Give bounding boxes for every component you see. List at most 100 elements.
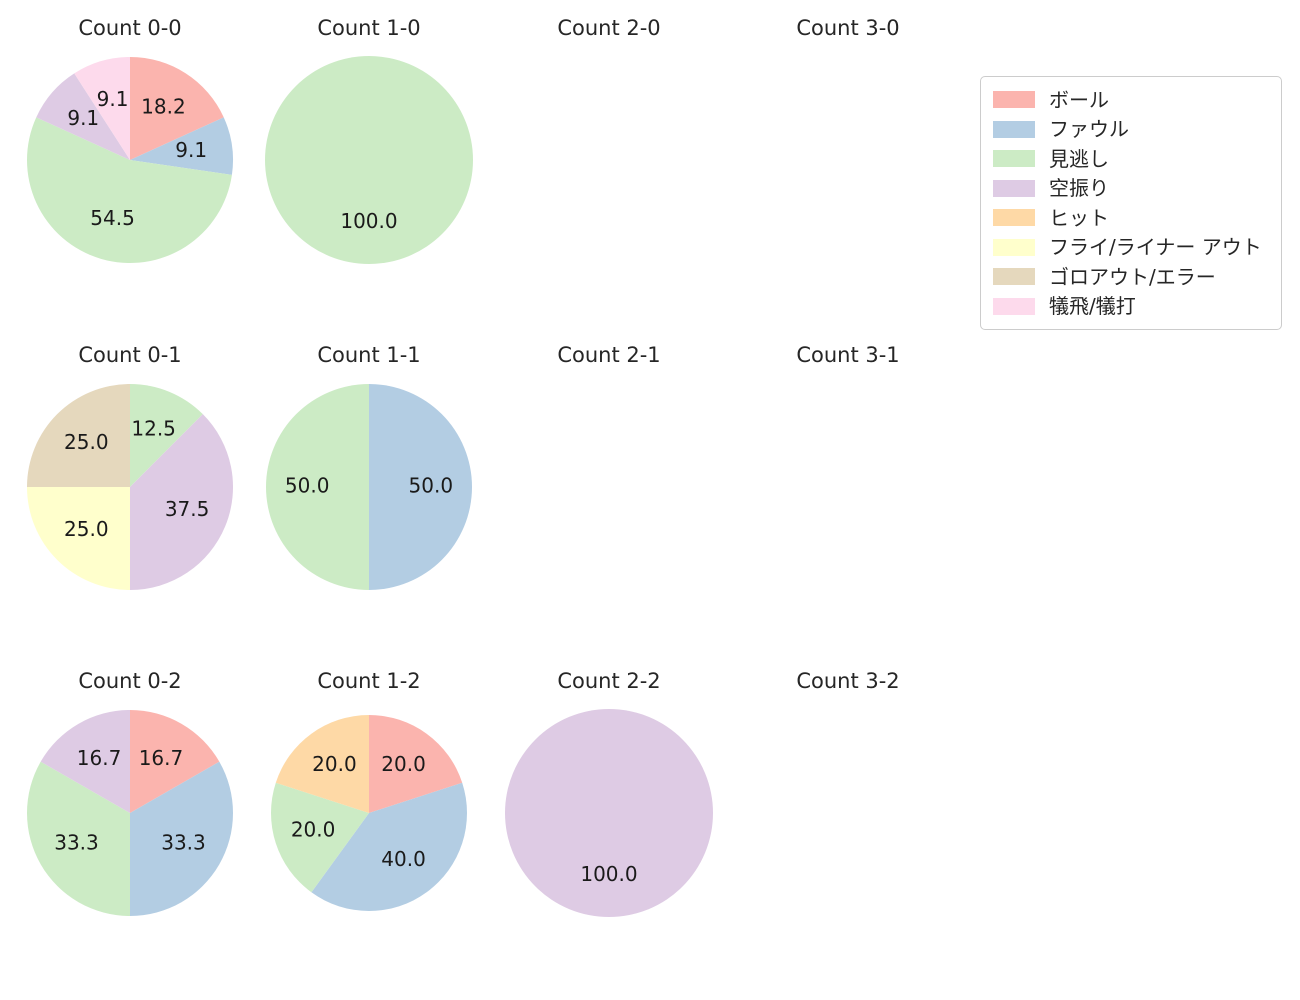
pie-slice-label: 37.5 <box>165 497 210 521</box>
pie-slice-label: 50.0 <box>409 474 454 498</box>
pie-slice-label: 25.0 <box>64 430 109 454</box>
pie-slice <box>311 782 468 912</box>
pie-slice-label: 16.7 <box>77 746 122 770</box>
pie-svg: 20.0 40.0 20.0 20.0 <box>270 715 468 912</box>
pie-slice-label: 50.0 <box>285 474 330 498</box>
pie-chart-title: Count 0-2 <box>78 669 182 693</box>
pie-slice-label: 9.1 <box>175 138 207 162</box>
pie-slice-label: 100.0 <box>580 862 637 886</box>
legend-color-swatch <box>993 120 1035 138</box>
pie-chart-title: Count 2-2 <box>557 669 661 693</box>
pie-slice <box>27 761 130 916</box>
legend-item-label: 空振り <box>1049 176 1109 201</box>
pie-chart-cell: Count 1-0 100.0 <box>249 14 489 340</box>
legend-box: ボール ファウル 見逃し 空振り ヒット フライ/ライナー アウト ゴロアウト/エラー 犠飛/… <box>980 76 1282 330</box>
pie-chart-cell: Count 3-2 <box>728 667 968 993</box>
pie-slice <box>270 782 369 893</box>
pie-chart-title: Count 0-0 <box>78 16 182 40</box>
legend-item: ゴロアウト/エラー <box>993 262 1270 292</box>
pie-chart-cell: Count 3-0 <box>728 14 968 340</box>
pie-slice-label: 20.0 <box>291 818 336 842</box>
pie-chart-cell: Count 3-1 <box>728 341 968 667</box>
pie-chart-cell: Count 1-2 20.0 40.0 20.0 20.0 <box>249 667 489 993</box>
pie-slice-label: 9.1 <box>67 106 99 130</box>
pie-chart-cell: Count 2-2 100.0 <box>489 667 729 993</box>
pie-chart-title: Count 2-1 <box>557 343 661 367</box>
pie-slice <box>27 487 130 590</box>
pie-chart-plot: 100.0 <box>489 693 729 933</box>
legend-color-swatch <box>993 297 1035 315</box>
pie-chart-cell: Count 0-1 12.5 37.5 25.0 25.0 <box>10 341 250 667</box>
pie-chart-plot: 16.7 33.3 33.3 16.7 <box>10 693 250 933</box>
pie-slice-label: 54.5 <box>90 206 135 230</box>
pie-slice <box>130 384 203 487</box>
legend-color-swatch <box>993 91 1035 109</box>
pie-slice <box>369 384 472 590</box>
pie-chart-plot: 18.2 9.1 54.5 9.1 9.1 <box>10 40 250 280</box>
pie-slice <box>266 384 369 590</box>
pie-chart-plot: 50.0 50.0 <box>249 367 489 607</box>
pie-chart-title: Count 1-2 <box>317 669 421 693</box>
pie-slice-label: 9.1 <box>97 87 129 111</box>
legend-item: ヒット <box>993 203 1270 233</box>
pie-chart-title: Count 3-2 <box>796 669 900 693</box>
pie-slice-label: 25.0 <box>64 517 109 541</box>
pie-svg: 50.0 50.0 <box>266 384 472 590</box>
pie-slice <box>130 57 224 160</box>
legend-item-label: ヒット <box>1049 205 1109 230</box>
pie-slice <box>369 715 463 813</box>
pie-slice <box>130 710 220 813</box>
legend-item: 空振り <box>993 174 1270 204</box>
pie-svg: 16.7 33.3 33.3 16.7 <box>27 710 233 916</box>
legend-item: ファウル <box>993 115 1270 145</box>
pie-svg: 18.29.154.59.19.1 <box>26 57 233 264</box>
legend-color-swatch <box>993 179 1035 197</box>
pie-chart-cell: Count 2-0 <box>489 14 729 340</box>
pie-chart-title: Count 1-1 <box>317 343 421 367</box>
legend-item-label: 見逃し <box>1049 146 1109 171</box>
legend-color-swatch <box>993 238 1035 256</box>
pie-slice <box>130 117 233 175</box>
pie-slice <box>130 414 234 590</box>
legend-item-label: フライ/ライナー アウト <box>1049 235 1262 260</box>
pie-slice <box>130 761 233 916</box>
pie-slice <box>27 384 130 487</box>
pie-slice-label: 100.0 <box>340 209 397 233</box>
pie-chart-title: Count 3-0 <box>796 16 900 40</box>
pie-slice <box>505 709 713 917</box>
legend-item: 見逃し <box>993 144 1270 174</box>
pie-svg: 100.0 <box>505 709 713 917</box>
pie-chart-title: Count 2-0 <box>557 16 661 40</box>
pie-slice-label: 18.2 <box>141 95 186 119</box>
pie-slice <box>26 117 232 264</box>
pie-slice-label: 12.5 <box>131 416 176 440</box>
pie-slice <box>74 57 130 160</box>
pie-chart-cell: Count 2-1 <box>489 341 729 667</box>
pie-chart-title: Count 0-1 <box>78 343 182 367</box>
pie-slice-label: 33.3 <box>161 830 206 854</box>
pie-svg: 100.0 <box>265 56 473 264</box>
legend-item-label: ファウル <box>1049 117 1129 142</box>
pie-slice-label: 20.0 <box>381 752 426 776</box>
pie-svg: 12.5 37.5 25.0 25.0 <box>27 384 234 590</box>
legend-item-label: ゴロアウト/エラー <box>1049 264 1216 289</box>
legend-color-swatch <box>993 209 1035 227</box>
pie-chart-cell: Count 0-2 16.7 33.3 33.3 16.7 <box>10 667 250 993</box>
pie-slice-label: 20.0 <box>312 752 357 776</box>
pie-slice <box>40 710 130 813</box>
pie-slice-label: 40.0 <box>381 847 426 871</box>
pie-slice-label: 33.3 <box>54 830 99 854</box>
legend-item: フライ/ライナー アウト <box>993 233 1270 263</box>
pie-slice <box>275 715 369 813</box>
pie-chart-cell: Count 0-0 18.2 9.1 54.5 9.1 9.1 <box>10 14 250 340</box>
pie-slice <box>265 56 473 264</box>
legend-color-swatch <box>993 268 1035 286</box>
legend-item-label: ボール <box>1049 87 1109 112</box>
pie-chart-plot: 12.5 37.5 25.0 25.0 <box>10 367 250 607</box>
pie-slice-label: 16.7 <box>139 746 184 770</box>
pie-chart-title: Count 3-1 <box>796 343 900 367</box>
pie-chart-title: Count 1-0 <box>317 16 421 40</box>
pie-chart-plot: 100.0 <box>249 40 489 280</box>
pie-chart-cell: Count 1-1 50.0 50.0 <box>249 341 489 667</box>
